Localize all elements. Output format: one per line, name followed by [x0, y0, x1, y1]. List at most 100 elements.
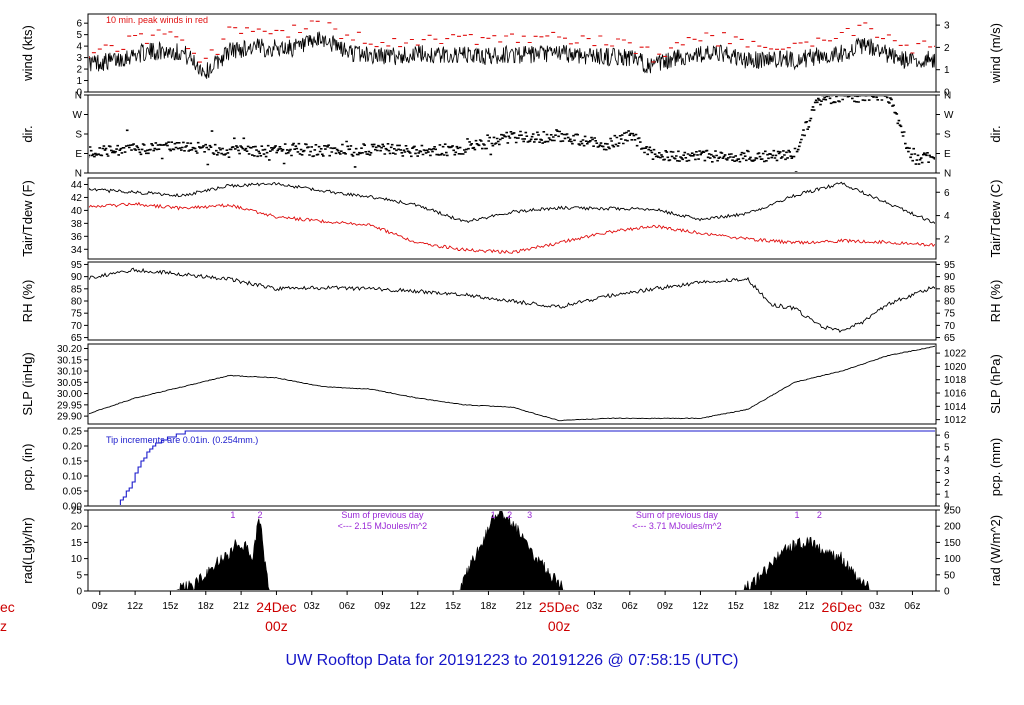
rad-marker: 2: [257, 510, 262, 520]
series-rh: [89, 267, 935, 333]
x-tick-label: 18z: [480, 601, 496, 612]
y-axis-label: RH (%): [20, 280, 35, 323]
y2-tick-label: N: [944, 91, 951, 102]
rad-marker: 2: [507, 510, 512, 520]
y-tick-label: 30.10: [57, 367, 82, 378]
y-tick-label: N: [75, 169, 82, 180]
series-rad: [176, 511, 871, 590]
x-tick-label: 21z: [233, 601, 249, 612]
y-tick-label: 85: [71, 284, 83, 295]
y-tick-label: 0.05: [63, 487, 83, 498]
chart-title: UW Rooftop Data for 20191223 to 20191226…: [286, 652, 739, 669]
panel-frame: [87, 343, 937, 425]
day-label-date: 25Dec: [539, 599, 579, 615]
y2-tick-label: 95: [944, 260, 956, 271]
y2-tick-label: W: [944, 110, 954, 121]
panel-frame: [87, 13, 937, 93]
y2-tick-label: 65: [944, 333, 956, 344]
y2-axis-label: pcp. (mm): [988, 438, 1003, 497]
y-tick-label: 29.90: [57, 412, 82, 423]
y-tick-label: 6: [76, 19, 82, 30]
y-tick-label: N: [75, 91, 82, 102]
y2-tick-label: 3: [944, 466, 950, 477]
panel-frame: [87, 509, 937, 592]
panel-data: [89, 20, 935, 79]
y-tick-label: 30.15: [57, 355, 82, 366]
y-tick-label: 44: [71, 180, 83, 191]
y-axis-label: wind (kts): [20, 25, 35, 82]
y2-tick-label: 70: [944, 321, 956, 332]
y2-tick-label: S: [944, 130, 951, 141]
y-tick-label: 29.95: [57, 400, 82, 411]
y2-axis-label: SLP (hPa): [988, 354, 1003, 414]
y2-tick-label: 4: [944, 211, 950, 222]
rad-daily-sum-note: Sum of previous day: [341, 510, 424, 520]
x-tick-label: 03z: [304, 601, 320, 612]
y2-tick-label: 85: [944, 284, 956, 295]
series-direction: [89, 96, 935, 172]
y2-tick-label: 90: [944, 272, 956, 283]
y-tick-label: 65: [71, 333, 83, 344]
x-axis: 09z 12z 15z 18z 21z 03z 06z 09z 12z 15z 18z 21z 03z 0…: [0, 591, 921, 634]
y-axis-label: Tair/Tdew (F): [20, 180, 35, 257]
rad-daily-sum-value: <--- 2.15 MJoules/m^2: [338, 521, 428, 531]
x-tick-label: 06z: [339, 601, 355, 612]
panel-frame: [87, 427, 937, 507]
y2-tick-label: 3: [944, 21, 950, 32]
panel-data: [89, 96, 935, 172]
peak-winds-note: 10 min. peak winds in red: [106, 15, 208, 25]
rad-marker: 2: [817, 510, 822, 520]
x-tick-label: 15z: [445, 601, 461, 612]
panel-data: [89, 267, 935, 333]
y2-tick-label: 6: [944, 188, 950, 199]
panel-data: [119, 430, 935, 505]
series-tdew: [89, 201, 935, 254]
y2-tick-label: 6: [944, 431, 950, 442]
y2-tick-label: 200: [944, 522, 961, 533]
y-tick-label: 4: [76, 42, 82, 53]
x-tick-label: 03z: [869, 601, 885, 612]
y2-tick-label: 1018: [944, 375, 967, 386]
y2-tick-label: 4: [944, 454, 950, 465]
series-pcp: [119, 430, 935, 505]
y2-axis-label: Tair/Tdew (C): [988, 179, 1003, 257]
y-tick-label: 0: [76, 88, 82, 99]
y-tick-label: S: [75, 130, 82, 141]
y-tick-label: 70: [71, 321, 83, 332]
panel-frame: [87, 261, 937, 341]
y-tick-label: 20: [71, 522, 83, 533]
y2-tick-label: 2: [944, 43, 950, 54]
y-tick-label: 38: [71, 219, 83, 230]
y-tick-label: 95: [71, 260, 83, 271]
y2-tick-label: E: [944, 149, 951, 160]
x-tick-label: 18z: [198, 601, 214, 612]
panel-data: [176, 511, 871, 590]
y-tick-label: 0.20: [63, 442, 83, 453]
y2-tick-label: 2: [944, 478, 950, 489]
x-tick-label: 12z: [127, 601, 143, 612]
y-axis-label: pcp. (in): [20, 444, 35, 491]
day-label-hour: 00z: [548, 618, 571, 634]
y2-tick-label: 1014: [944, 402, 967, 413]
y2-tick-label: 2: [944, 234, 950, 245]
rad-marker: 3: [527, 510, 532, 520]
panel-data: [89, 181, 935, 254]
x-tick-label: 06z: [622, 601, 638, 612]
panel-temp: 34 36 38 40 42 44 2 4 6 Tair/Tdew (F) Tair/Tdew (C…: [20, 177, 1003, 260]
x-tick-label: 09z: [92, 601, 108, 612]
x-tick-label: 06z: [904, 601, 920, 612]
x-tick-label: 15z: [728, 601, 744, 612]
y2-tick-label: 0: [944, 502, 950, 513]
y-tick-label: 30.00: [57, 389, 82, 400]
x-tick-label: 21z: [516, 601, 532, 612]
y-tick-label: 3: [76, 53, 82, 64]
y-tick-label: 75: [71, 309, 83, 320]
y-tick-label: 40: [71, 206, 83, 217]
panel-frame: [87, 177, 937, 260]
x-tick-label: 03z: [586, 601, 602, 612]
